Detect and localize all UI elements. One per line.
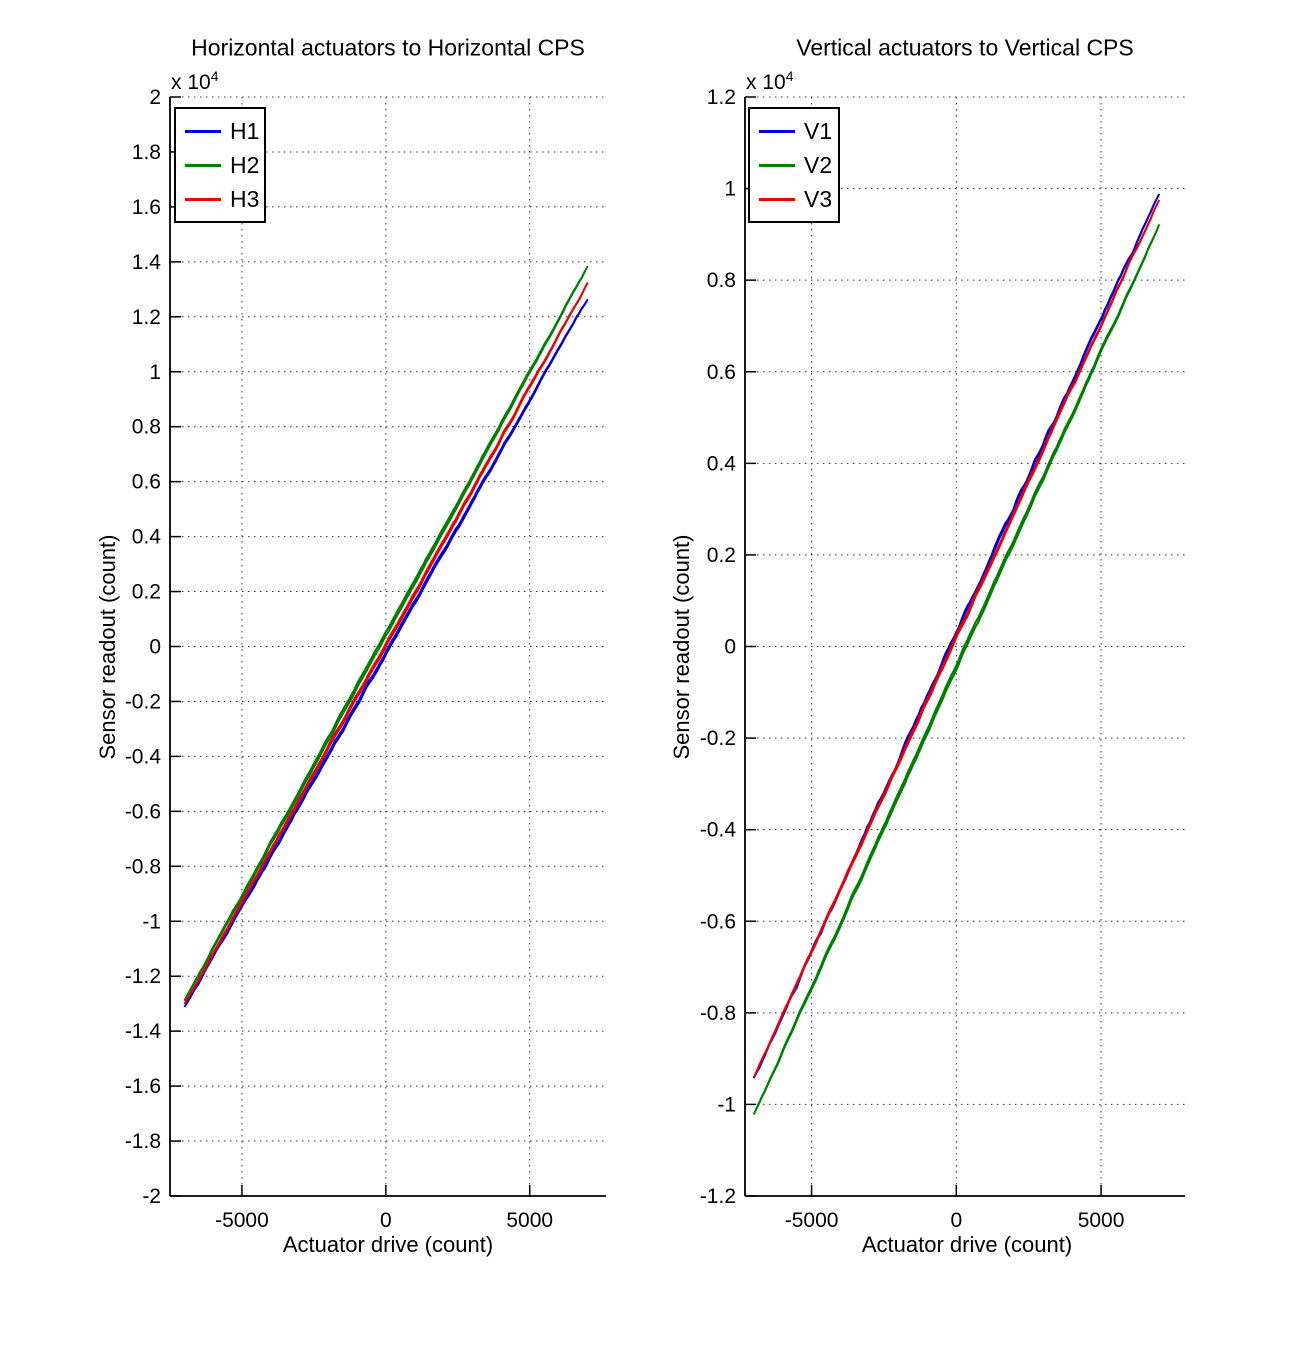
svg-text:-5000: -5000 (785, 1209, 839, 1232)
right-legend: V1 V2 V3 (748, 107, 840, 223)
svg-text:1.2: 1.2 (707, 86, 736, 109)
svg-text:0.8: 0.8 (707, 269, 736, 292)
h2-legend-label: H2 (230, 151, 260, 178)
v1-legend-label: V1 (804, 117, 833, 144)
legend-item-v3: V3 (759, 185, 833, 212)
svg-text:1: 1 (724, 178, 736, 201)
svg-text:-5000: -5000 (215, 1209, 269, 1232)
svg-text:-1.2: -1.2 (700, 1185, 736, 1208)
svg-text:-0.6: -0.6 (700, 910, 736, 933)
svg-text:1.6: 1.6 (132, 196, 161, 219)
h1-legend-label: H1 (230, 117, 260, 144)
right-y-scale-exponent: 4 (785, 68, 794, 84)
svg-text:0.4: 0.4 (707, 452, 737, 475)
svg-text:0.6: 0.6 (132, 471, 161, 494)
svg-text:0.8: 0.8 (132, 416, 161, 439)
svg-text:1: 1 (149, 361, 161, 384)
svg-text:0: 0 (149, 636, 161, 659)
v2-legend-label: V2 (804, 151, 833, 178)
svg-text:-2: -2 (142, 1185, 161, 1208)
left-y-scale-exponent: 4 (210, 68, 219, 84)
svg-text:0: 0 (724, 636, 736, 659)
right-y-scale-label: x 104 (746, 68, 794, 95)
h2-line-sample (185, 163, 221, 167)
svg-text:-0.2: -0.2 (125, 690, 161, 713)
v3-legend-label: V3 (804, 185, 833, 212)
h3-legend-label: H3 (230, 185, 260, 212)
svg-text:5000: 5000 (1078, 1209, 1125, 1232)
svg-text:-0.8: -0.8 (125, 855, 161, 878)
svg-text:-0.8: -0.8 (700, 1002, 736, 1025)
legend-item-h3: H3 (185, 187, 259, 211)
left-legend: H1 H2 H3 (174, 107, 266, 223)
left-y-scale-label: x 104 (171, 68, 219, 95)
svg-text:-1.8: -1.8 (125, 1130, 161, 1153)
svg-text:1.8: 1.8 (132, 141, 161, 164)
svg-text:-1: -1 (142, 910, 161, 933)
h3-line-sample (185, 197, 221, 201)
left-y-scale-mantissa: x 10 (171, 71, 211, 94)
svg-text:-1.4: -1.4 (125, 1020, 162, 1043)
svg-text:1.2: 1.2 (132, 306, 161, 329)
left-x-axis-label: Actuator drive (count) (282, 1232, 494, 1257)
svg-text:0: 0 (380, 1209, 392, 1232)
legend-item-v1: V1 (759, 117, 833, 144)
svg-text:1.4: 1.4 (132, 251, 162, 274)
legend-item-h2: H2 (185, 153, 259, 177)
legend-item-v2: V2 (759, 151, 833, 178)
svg-text:0.6: 0.6 (707, 361, 736, 384)
right-y-axis-label: Sensor readout (count) (669, 534, 694, 760)
svg-text:0: 0 (950, 1209, 962, 1232)
svg-text:-0.2: -0.2 (700, 727, 736, 750)
h1-line-sample (185, 129, 221, 133)
svg-text:-0.6: -0.6 (125, 800, 161, 823)
svg-text:0.4: 0.4 (132, 526, 162, 549)
right-y-scale-mantissa: x 10 (746, 71, 786, 94)
right-x-axis-label: Actuator drive (count) (861, 1232, 1073, 1257)
svg-text:2: 2 (149, 86, 161, 109)
svg-text:-1: -1 (717, 1093, 736, 1116)
svg-text:-1.2: -1.2 (125, 965, 161, 988)
svg-text:-0.4: -0.4 (125, 745, 162, 768)
svg-text:5000: 5000 (506, 1209, 553, 1232)
v2-line-sample (759, 163, 795, 167)
left-plot-title: Horizontal actuators to Horizontal CPS (191, 34, 585, 61)
svg-text:0.2: 0.2 (132, 581, 161, 604)
svg-text:-0.4: -0.4 (700, 819, 737, 842)
v3-line-sample (759, 197, 795, 201)
right-plot-title: Vertical actuators to Vertical CPS (796, 34, 1134, 61)
svg-text:-1.6: -1.6 (125, 1075, 161, 1098)
left-y-axis-label: Sensor readout (count) (95, 534, 120, 760)
v1-line-sample (759, 129, 795, 133)
legend-item-h1: H1 (185, 119, 259, 143)
svg-text:0.2: 0.2 (707, 544, 736, 567)
